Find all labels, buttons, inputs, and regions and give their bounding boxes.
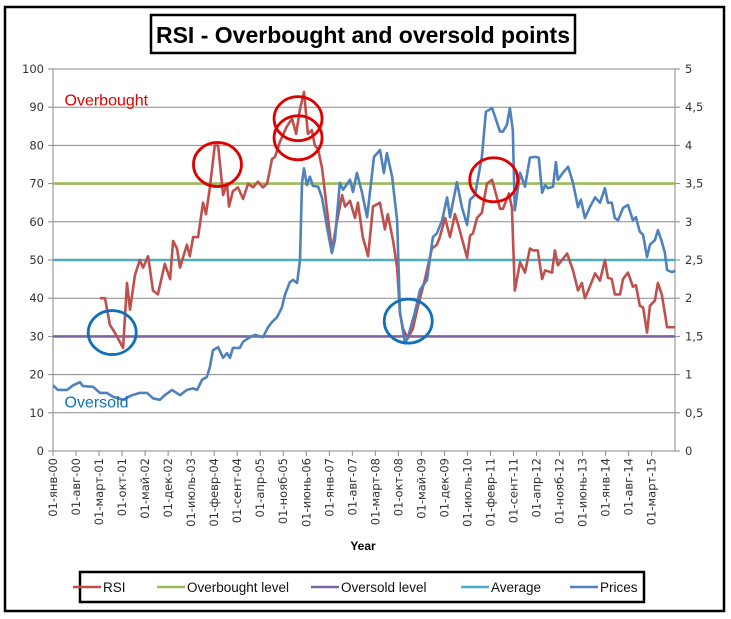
legend-label-rsi: RSI — [103, 580, 126, 595]
y-tick-label-right: 4,5 — [685, 100, 703, 114]
x-tick-label: 01-март-08 — [368, 458, 382, 525]
x-tick-label: 01-март-01 — [92, 458, 106, 525]
legend-label-prices: Prices — [600, 580, 638, 595]
y-tick-label-left: 80 — [29, 138, 44, 152]
x-tick-label: 01-март-15 — [645, 458, 659, 525]
x-tick-label: 01-янв-00 — [46, 458, 60, 517]
y-tick-label-left: 60 — [29, 215, 44, 229]
legend-label-average: Average — [491, 580, 541, 595]
x-tick-label: 01-окт-01 — [115, 458, 129, 516]
x-tick-label: 01-нояб-05 — [276, 458, 290, 524]
y-tick-label-right: 2 — [685, 291, 692, 305]
chart-title: RSI - Overbought and oversold points — [156, 22, 570, 48]
annotation-circle — [192, 141, 243, 188]
annotation-overbought-label: Overbought — [65, 93, 149, 110]
x-tick-label: 01-авг-00 — [69, 458, 83, 515]
y-tick-label-left: 40 — [29, 291, 44, 305]
y-tick-label-left: 90 — [29, 100, 44, 114]
annotations: Overbought Oversold — [65, 93, 520, 411]
y-tick-label-left: 70 — [29, 177, 44, 191]
x-tick-label: 01-май-09 — [414, 458, 428, 519]
y-tick-label-left: 30 — [29, 329, 44, 343]
x-tick-label: 01-февр-11 — [483, 458, 497, 527]
y-tick-label-right: 3 — [685, 215, 692, 229]
y-tick-label-right: 0,5 — [685, 406, 703, 420]
x-tick-label: 01-апр-05 — [253, 458, 267, 517]
x-tick-label: 01-июнь-13 — [576, 458, 590, 527]
series-layer — [52, 90, 676, 402]
x-tick-label: 01-янв-14 — [599, 458, 613, 517]
annotation-oversold-label: Oversold — [65, 394, 129, 411]
x-tick-label: 01-июль-03 — [184, 458, 198, 527]
y-tick-label-right: 0 — [685, 444, 692, 458]
annotation-circle — [86, 309, 138, 356]
y-tick-label-right: 4 — [685, 138, 692, 152]
y-tick-label-left: 50 — [29, 253, 44, 267]
annotation-circle — [468, 156, 520, 204]
y-tick-label-right: 1,5 — [685, 329, 703, 343]
x-tick-label: 01-окт-08 — [391, 458, 405, 516]
y-tick-label-right: 1 — [685, 368, 692, 382]
y-tick-label-left: 100 — [22, 62, 44, 76]
legend-label-oversold-level: Oversold level — [341, 580, 427, 595]
x-tick-label: 01-дек-02 — [161, 458, 175, 518]
annotation-circle — [272, 114, 324, 162]
x-tick-label: 01-авг-07 — [345, 458, 359, 515]
y-tick-label-left: 10 — [29, 406, 44, 420]
y-tick-label-left: 0 — [37, 444, 44, 458]
x-tick-label: 01-июнь-06 — [299, 458, 313, 527]
x-tick-label: 01-янв-07 — [322, 458, 336, 517]
x-tick-label: 01-нояб-12 — [553, 458, 567, 524]
title-box — [149, 13, 577, 55]
legend: RSI Overbought level Oversold level Average… — [73, 580, 638, 595]
x-tick-label: 01-июль-10 — [460, 458, 474, 527]
x-tick-label: 01-апр-12 — [530, 458, 544, 517]
series-rsi-line — [100, 90, 675, 350]
y-tick-label-left: 20 — [29, 368, 44, 382]
legend-label-overbought-level: Overbought level — [187, 580, 289, 595]
x-axis-label: Year — [350, 539, 376, 553]
annotation-circle — [382, 297, 434, 345]
x-tick-label: 01-авг-14 — [622, 458, 636, 515]
x-tick-label: 01-февр-04 — [207, 458, 221, 527]
x-tick-label: 01-сент-11 — [506, 458, 520, 523]
annotation-circle — [272, 95, 324, 143]
series-prices-line — [52, 106, 676, 402]
y-tick-label-right: 5 — [685, 62, 692, 76]
x-tick-label: 01-май-02 — [138, 458, 152, 519]
axes: 0 10 20 30 40 50 60 70 80 90 100 0 0,5 1 1,5 2 2,5 3 3,5 4 4… — [22, 62, 703, 527]
x-tick-label: 01-сент-04 — [230, 458, 244, 523]
x-tick-label: 01-дек-09 — [437, 458, 451, 518]
y-tick-label-right: 3,5 — [685, 177, 703, 191]
y-tick-label-right: 2,5 — [685, 253, 703, 267]
